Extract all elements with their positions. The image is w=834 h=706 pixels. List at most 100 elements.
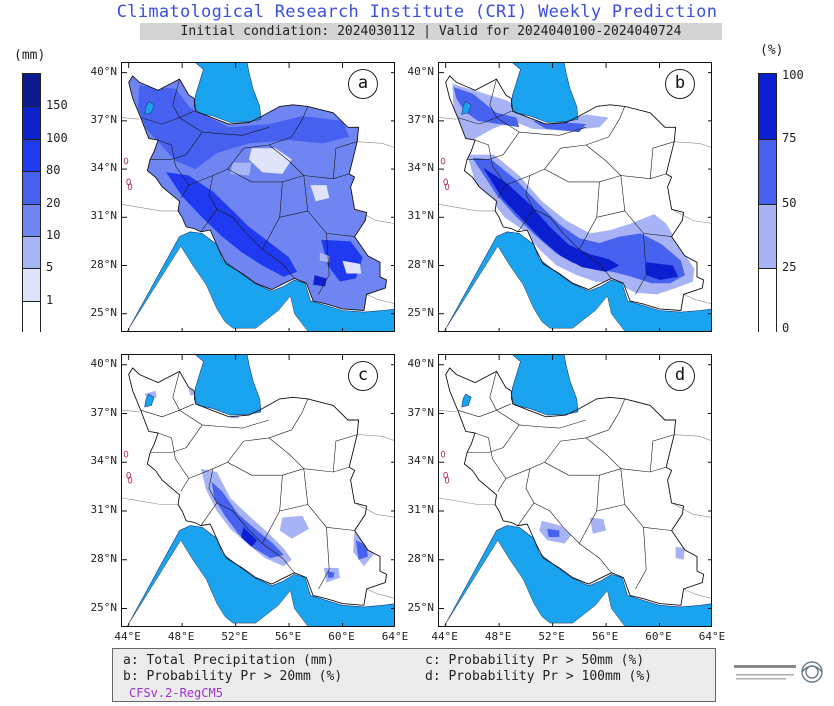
province-border bbox=[474, 139, 507, 199]
province-border bbox=[608, 398, 626, 430]
lon-label: 56°E bbox=[591, 630, 619, 643]
small-lake bbox=[444, 476, 450, 484]
province-border bbox=[188, 136, 292, 186]
province-border bbox=[608, 106, 626, 138]
province-border bbox=[457, 110, 512, 125]
precipitation-zone bbox=[646, 262, 679, 280]
precipitation-field bbox=[539, 517, 685, 560]
province-border bbox=[227, 168, 350, 183]
panel-label: c bbox=[348, 361, 378, 391]
province-border bbox=[517, 502, 612, 573]
province-border bbox=[208, 175, 218, 210]
map-canvas bbox=[122, 63, 394, 331]
lat-label: 40°N bbox=[90, 64, 118, 78]
lat-label: 40°N bbox=[90, 356, 118, 370]
panel-c-probability-50mm: c bbox=[121, 354, 395, 627]
colorbar-label: 80 bbox=[46, 163, 61, 178]
province-border bbox=[579, 475, 600, 544]
precipitation-zone bbox=[319, 252, 330, 263]
province-border bbox=[585, 144, 622, 176]
neighbor-border bbox=[366, 588, 394, 599]
lon-label: 64°E bbox=[698, 630, 726, 643]
lon-label: 48°E bbox=[167, 630, 195, 643]
precipitation-zone bbox=[310, 185, 330, 202]
province-border bbox=[157, 139, 190, 199]
lat-label: 40°N bbox=[407, 64, 435, 78]
province-border bbox=[268, 144, 305, 176]
province-border bbox=[268, 437, 305, 469]
probability-colorbar bbox=[758, 73, 777, 333]
neighbor-border bbox=[357, 434, 394, 441]
caspian-sea bbox=[193, 63, 262, 123]
legend-c: c: Probability Pr > 50mm (%) bbox=[425, 653, 645, 668]
lon-label: 48°E bbox=[484, 630, 512, 643]
lat-label: 25°N bbox=[407, 305, 435, 319]
colorbar-label: 20 bbox=[46, 195, 61, 210]
colorbar-segment bbox=[759, 203, 776, 269]
precipitation-zone bbox=[590, 517, 607, 534]
province-border bbox=[172, 371, 180, 411]
precipitation-zone bbox=[279, 515, 310, 539]
arabian-peninsula bbox=[444, 539, 625, 626]
lat-label: 31°N bbox=[407, 503, 435, 516]
province-border bbox=[649, 434, 675, 473]
province-border bbox=[496, 409, 587, 429]
lat-label: 28°N bbox=[407, 257, 435, 271]
institute-logo bbox=[734, 661, 823, 683]
lake-urmia bbox=[461, 393, 472, 408]
panel-d-probability-100mm: d bbox=[438, 354, 712, 627]
colorbar-segment bbox=[23, 203, 40, 236]
panel-a-total-precipitation: a bbox=[121, 62, 395, 332]
neighbor-border bbox=[674, 141, 711, 148]
colorbar-label: 10 bbox=[46, 227, 61, 242]
province-border bbox=[157, 432, 190, 492]
province-border bbox=[596, 504, 625, 512]
neighbor-border bbox=[439, 117, 457, 120]
province-border bbox=[525, 175, 535, 210]
left-colorbar-unit: (mm) bbox=[14, 48, 46, 63]
province-border bbox=[150, 131, 203, 160]
panel-label: d bbox=[665, 361, 695, 391]
iran-border bbox=[445, 367, 705, 606]
map-canvas bbox=[439, 63, 711, 331]
precipitation-zone bbox=[342, 260, 362, 274]
precipitation-zone bbox=[547, 528, 560, 537]
province-border bbox=[188, 429, 292, 479]
lat-label: 25°N bbox=[90, 305, 118, 319]
colorbar-segment bbox=[759, 74, 776, 139]
caspian-sea bbox=[510, 355, 579, 416]
small-lake bbox=[444, 183, 450, 191]
lon-label: 64°E bbox=[381, 630, 409, 643]
province-border bbox=[489, 79, 497, 118]
colorbar-segment bbox=[23, 74, 40, 107]
precipitation-zone bbox=[675, 546, 685, 560]
province-border bbox=[505, 136, 609, 186]
colorbar-label: 0 bbox=[782, 321, 790, 335]
province-border bbox=[140, 110, 195, 125]
iran-border bbox=[445, 75, 705, 311]
colorbar-segment bbox=[23, 268, 40, 301]
lat-label: 34°N bbox=[407, 161, 435, 175]
precipitation-zone bbox=[327, 571, 335, 578]
province-border bbox=[457, 403, 512, 418]
colorbar-segment bbox=[23, 300, 40, 333]
neighbor-border bbox=[683, 588, 711, 599]
province-border bbox=[525, 468, 535, 504]
precipitation-zone bbox=[452, 83, 609, 160]
province-border bbox=[505, 429, 609, 479]
province-border bbox=[620, 175, 672, 237]
province-border bbox=[596, 210, 625, 218]
province-border bbox=[318, 233, 330, 295]
lat-label: 28°N bbox=[90, 551, 118, 565]
lat-label: 37°N bbox=[407, 405, 435, 419]
neighbor-border bbox=[674, 434, 711, 441]
legend-a: a: Total Precipitation (mm) bbox=[123, 653, 335, 668]
lat-label: 37°N bbox=[407, 112, 435, 126]
colorbar-segment bbox=[23, 171, 40, 204]
precipitation-zone bbox=[472, 157, 685, 284]
province-border bbox=[227, 462, 350, 476]
precipitation-colorbar bbox=[22, 73, 41, 333]
lat-label: 28°N bbox=[90, 257, 118, 271]
legend-b: b: Probability Pr > 20mm (%) bbox=[123, 669, 343, 684]
neighbor-border bbox=[357, 141, 394, 148]
